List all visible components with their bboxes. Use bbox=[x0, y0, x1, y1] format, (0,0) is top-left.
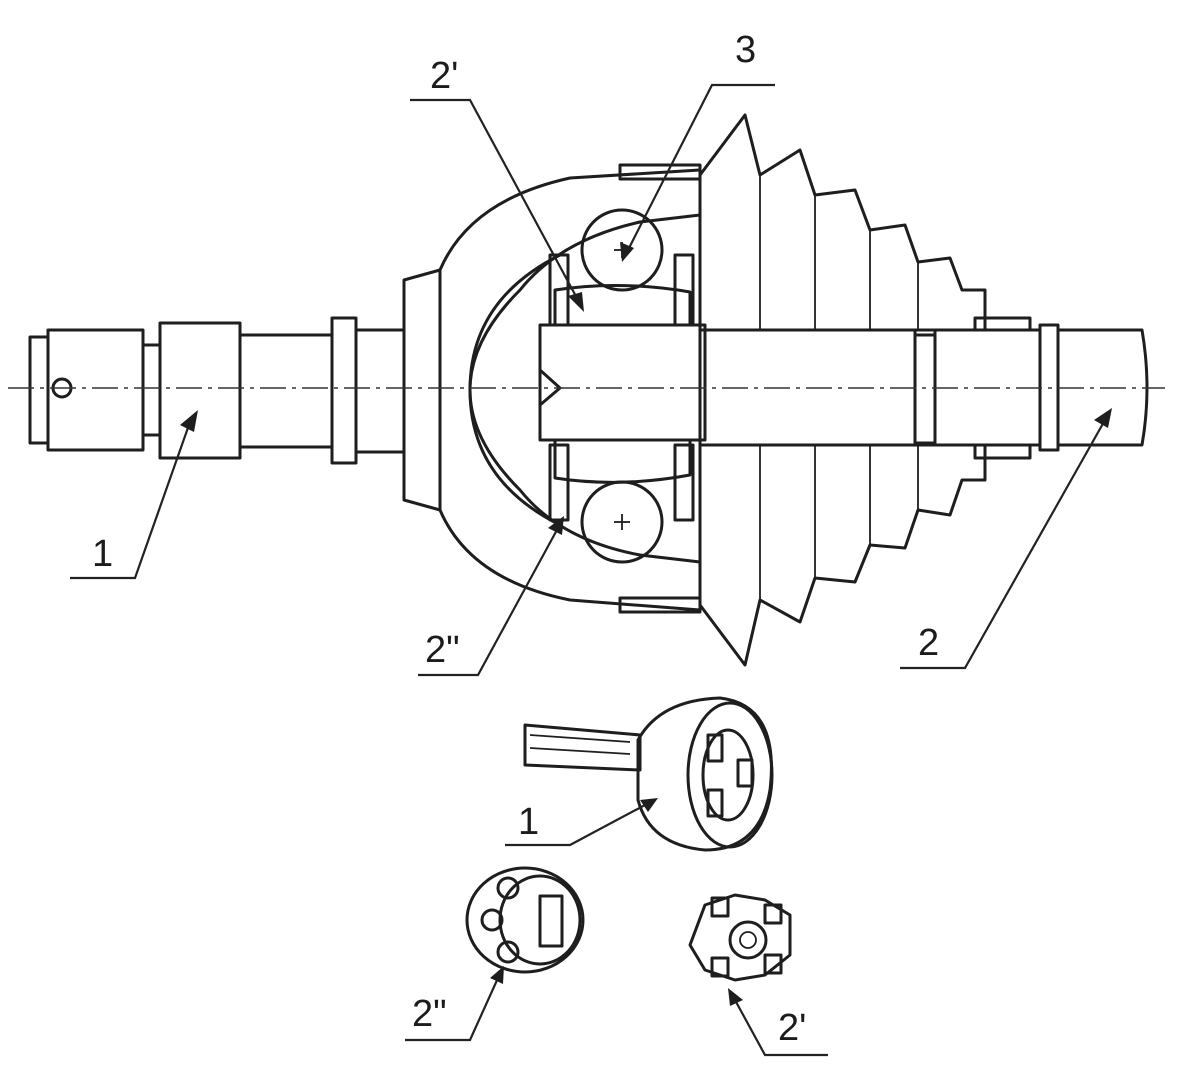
detail-label-2-double-prime: 2" bbox=[412, 993, 447, 1035]
protective-boot bbox=[618, 113, 987, 667]
label-2-double-prime: 2" bbox=[425, 629, 460, 671]
outer-housing-shaft bbox=[28, 268, 442, 512]
detail-inner-race: 2' bbox=[688, 893, 828, 1057]
outer-housing-bell bbox=[438, 168, 702, 612]
detail-label-1: 1 bbox=[518, 801, 539, 843]
detail-label-2-prime: 2' bbox=[778, 1007, 806, 1049]
label-1: 1 bbox=[92, 533, 113, 575]
label-2: 2 bbox=[918, 622, 939, 664]
callout-3: 3 bbox=[620, 29, 775, 262]
callout-2-prime: 2' bbox=[410, 55, 584, 312]
label-3: 3 bbox=[735, 29, 756, 71]
callout-2-double-prime: 2" bbox=[418, 516, 564, 677]
label-2-prime: 2' bbox=[430, 55, 458, 97]
callout-1: 1 bbox=[70, 410, 198, 580]
callout-2: 2 bbox=[900, 408, 1112, 670]
ball-bottom bbox=[580, 480, 664, 564]
detail-cage: 2" bbox=[405, 866, 585, 1042]
detail-housing: 1 bbox=[505, 696, 774, 852]
